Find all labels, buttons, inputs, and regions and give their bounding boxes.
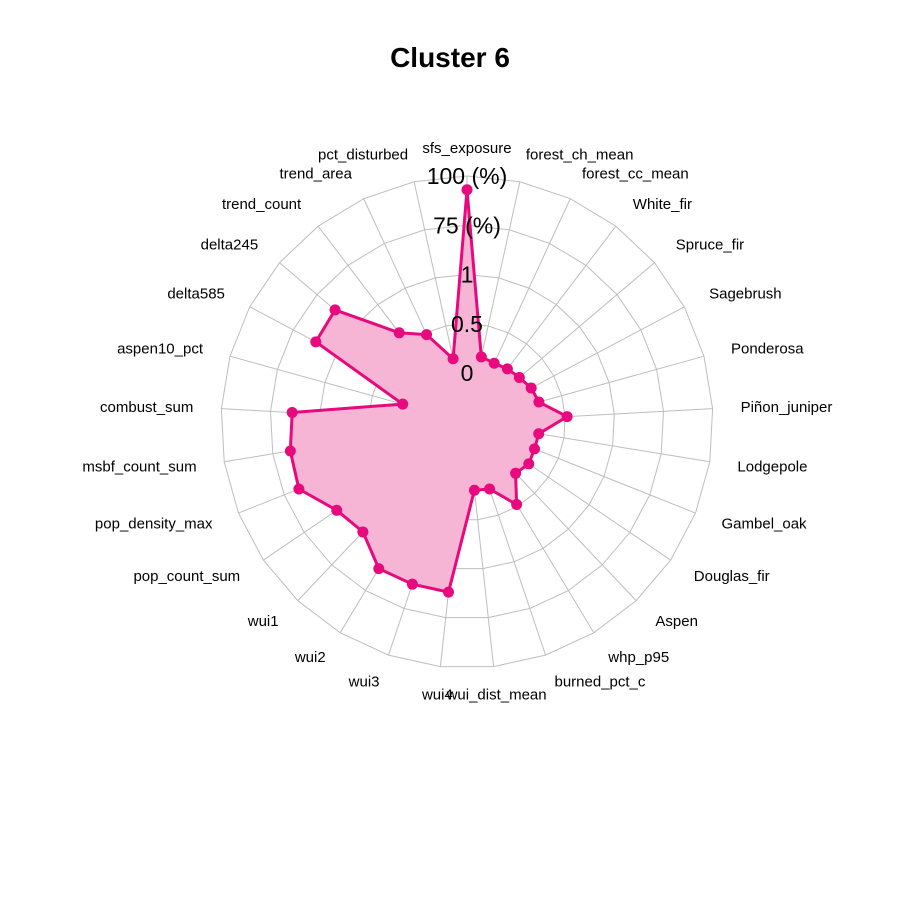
- level-label: 100 (%): [427, 163, 508, 189]
- radar-axis-labels: sfs_exposure forest_ch_mean forest_cc_mean…: [82, 140, 832, 703]
- axis-label-lodgepole: Lodgepole: [737, 458, 807, 475]
- grid-ring: [220, 175, 714, 668]
- grid-spoke: [487, 198, 571, 378]
- axis-label-pi-on-juniper: Piñon_juniper: [741, 399, 833, 416]
- grid-spoke: [514, 355, 705, 410]
- data-point-lodgepole: [533, 428, 545, 440]
- grid-spoke: [496, 225, 617, 384]
- axis-label-wui2: wui2: [294, 649, 326, 666]
- data-point-wui-dist-mean: [468, 484, 480, 496]
- grid-spoke: [229, 355, 420, 410]
- axis-label-msbf-count-sum: msbf_count_sum: [82, 458, 196, 475]
- axis-label-sagebrush: Sagebrush: [709, 286, 782, 303]
- data-point-sfs-exposure: [461, 184, 473, 196]
- radar-points: [284, 184, 573, 598]
- data-point-trend-area: [421, 329, 433, 341]
- data-point-trend-count: [393, 327, 405, 339]
- data-point-pop-density-max: [293, 483, 305, 495]
- axis-label-spruce-fir: Spruce_fir: [676, 237, 744, 254]
- grid-spoke: [500, 457, 637, 601]
- axis-label-pop-count-sum: pop_count_sum: [133, 568, 240, 585]
- grid-spoke: [471, 470, 495, 667]
- level-label: 0: [461, 360, 474, 386]
- data-point-aspen: [510, 467, 522, 479]
- data-point-combust-sum: [286, 407, 298, 419]
- data-point-forest-ch-mean: [475, 351, 487, 363]
- axis-label-gambel-oak: Gambel_oak: [722, 515, 808, 532]
- data-point-sagebrush: [525, 382, 537, 394]
- grid-spoke: [477, 181, 521, 375]
- data-point-wui2: [373, 563, 385, 575]
- axis-label-trend-area: trend_area: [279, 165, 352, 182]
- data-point-wui4: [442, 586, 454, 598]
- axis-label-wui-dist-mean: wui_dist_mean: [446, 686, 547, 703]
- axis-label-white-fir: White_fir: [633, 196, 692, 213]
- axis-label-aspen10-pct: aspen10_pct: [117, 341, 204, 358]
- data-point-pop-count-sum: [331, 504, 343, 516]
- data-point-pi-on-juniper: [561, 411, 573, 423]
- grid-spoke: [510, 306, 685, 400]
- axis-label-whp-p95: whp_p95: [607, 649, 669, 666]
- axis-label-forest-cc-mean: forest_cc_mean: [582, 165, 689, 182]
- axis-label-forest-ch-mean: forest_ch_mean: [526, 146, 634, 163]
- axis-label-ponderosa: Ponderosa: [731, 341, 804, 358]
- axis-label-trend-count: trend_count: [222, 196, 302, 213]
- data-point-pct-disturbed: [447, 353, 459, 365]
- data-point-wui1: [357, 526, 369, 538]
- axis-label-pct-disturbed: pct_disturbed: [318, 146, 408, 163]
- axis-label-wui3: wui3: [348, 674, 380, 691]
- level-label: 0.5: [451, 311, 483, 337]
- axis-label-combust-sum: combust_sum: [100, 399, 193, 416]
- chart-title: Cluster 6: [390, 42, 510, 73]
- grid-ring: [269, 224, 665, 619]
- grid-spoke: [482, 468, 547, 656]
- axis-label-delta585: delta585: [167, 286, 225, 303]
- data-point-delta245: [329, 304, 341, 316]
- data-point-wui3: [406, 578, 418, 590]
- axis-label-sfs-exposure: sfs_exposure: [422, 140, 511, 157]
- axis-label-wui1: wui1: [247, 613, 279, 630]
- axis-label-delta245: delta245: [201, 237, 259, 254]
- axis-label-pop-density-max: pop_density_max: [95, 515, 213, 532]
- radar-grid: [220, 175, 714, 668]
- grid-spoke: [515, 429, 710, 463]
- axis-label-aspen: Aspen: [655, 613, 698, 630]
- axis-label-burned-pct-c: burned_pct_c: [555, 674, 646, 691]
- grid-spoke: [512, 439, 696, 514]
- axis-label-douglas-fir: Douglas_fir: [694, 568, 770, 585]
- data-point-delta585: [310, 336, 322, 348]
- data-point-douglas-fir: [523, 458, 535, 470]
- data-point-gambel-oak: [528, 443, 540, 455]
- grid-spoke: [504, 262, 655, 391]
- radar-level-labels: 0 0.5 1 75 (%) 100 (%): [427, 163, 508, 386]
- data-point-aspen10-pct: [397, 398, 409, 410]
- data-point-ponderosa: [533, 396, 545, 408]
- grid-spoke: [413, 181, 457, 375]
- grid-spoke: [507, 449, 671, 561]
- data-point-whp-p95: [511, 498, 523, 510]
- data-point-white-fir: [501, 363, 513, 375]
- data-point-forest-cc-mean: [488, 357, 500, 369]
- data-point-spruce-fir: [513, 372, 525, 384]
- axis-label-wui4: wui4: [421, 686, 453, 703]
- level-label: 75 (%): [433, 212, 501, 238]
- level-label: 1: [461, 262, 474, 288]
- data-point-msbf-count-sum: [284, 445, 296, 457]
- data-point-burned-pct-c: [484, 483, 496, 495]
